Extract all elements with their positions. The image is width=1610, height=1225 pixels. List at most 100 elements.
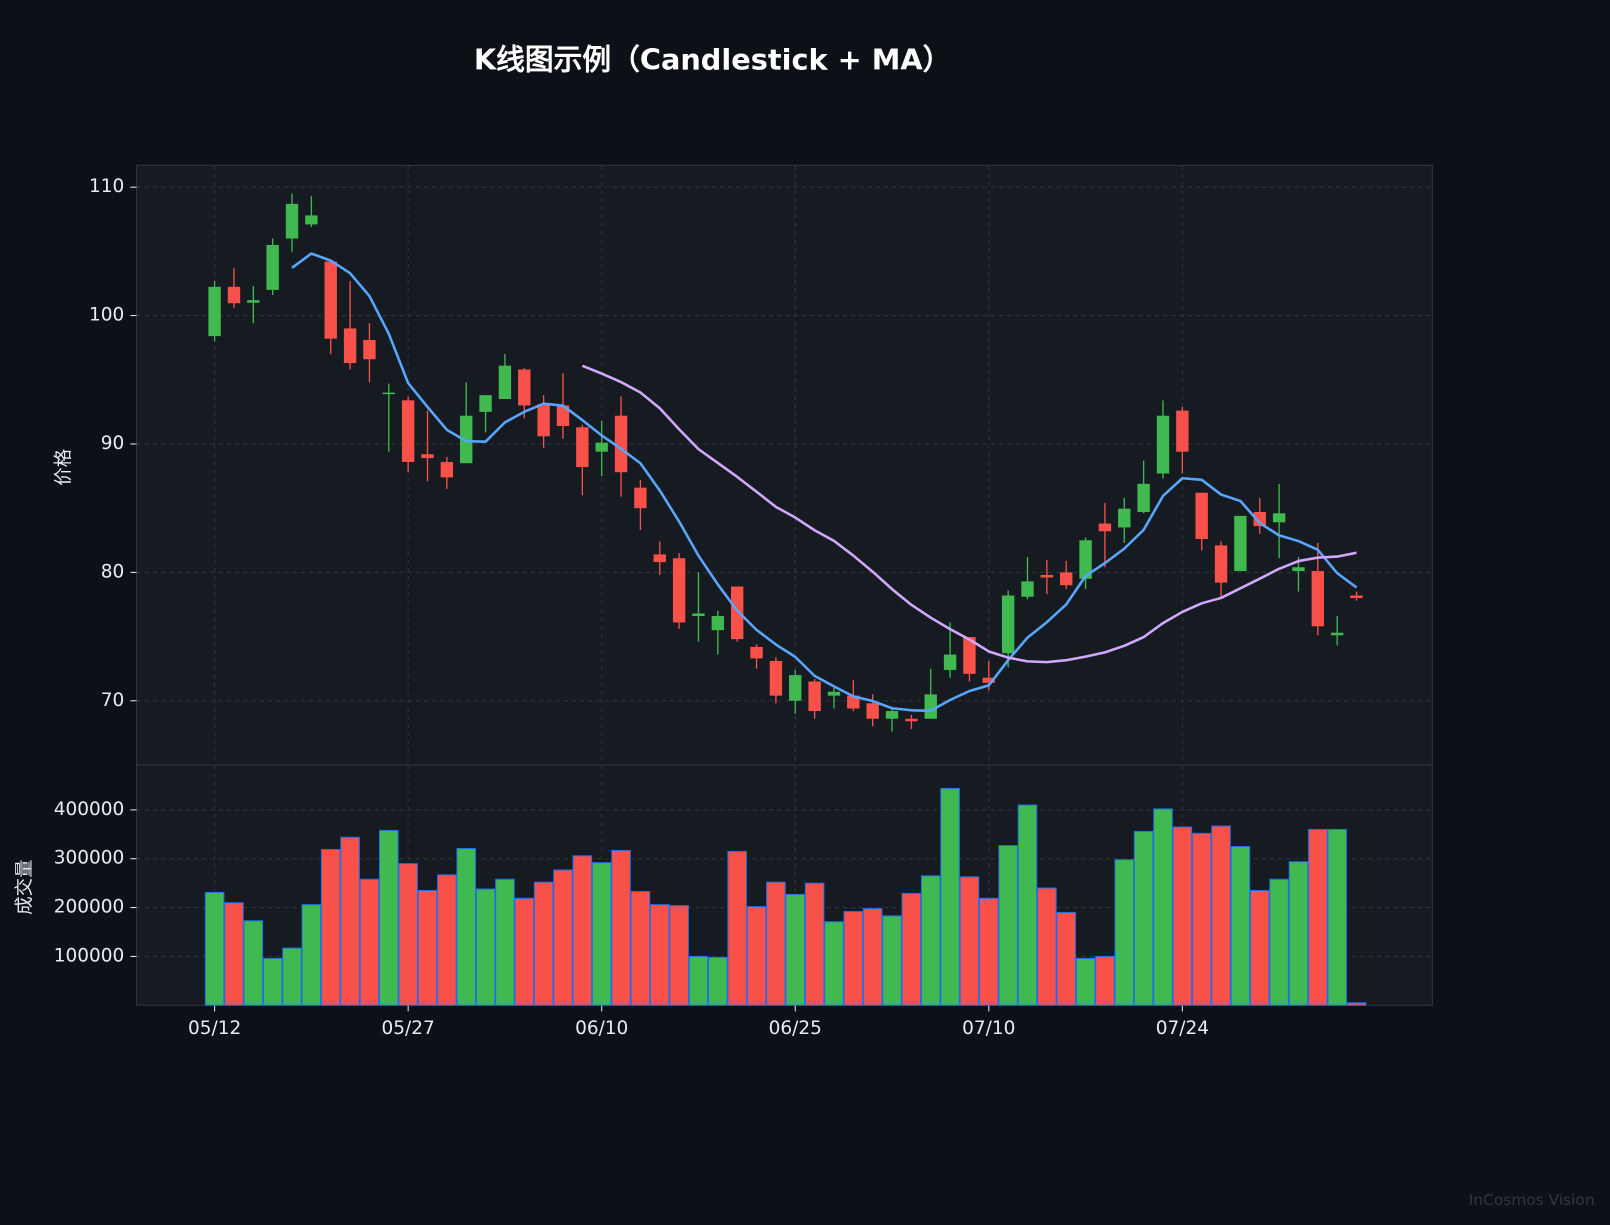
volume-bar	[282, 947, 302, 1006]
candle-body	[847, 695, 860, 709]
volume-bar	[1153, 808, 1173, 1006]
candle-body	[1079, 540, 1092, 579]
x-tick-label: 07/10	[962, 1018, 1015, 1039]
candle-body	[750, 646, 763, 659]
volume-bar	[359, 878, 380, 1006]
candle-body	[305, 215, 318, 225]
candle-body	[1195, 492, 1208, 539]
candle-body	[963, 637, 976, 674]
candle-body	[808, 681, 821, 712]
volume-bar	[456, 847, 477, 1006]
volume-bar	[262, 957, 283, 1006]
volume-bar	[746, 906, 767, 1006]
candle-body	[460, 415, 473, 464]
volume-bar	[301, 904, 322, 1006]
candle-body	[614, 415, 628, 473]
volume-bar	[1346, 1002, 1367, 1006]
candle-body	[653, 554, 666, 563]
y-tick-label: 100000	[54, 945, 125, 966]
volume-bar	[1075, 957, 1096, 1006]
candle-body	[1060, 572, 1073, 586]
volume-bar	[1172, 826, 1193, 1006]
volume-bar	[1308, 828, 1328, 1006]
volume-bar	[824, 921, 844, 1006]
volume-bar	[1288, 861, 1309, 1006]
volume-bar	[843, 910, 864, 1006]
candle-body	[1214, 545, 1228, 583]
candle-body	[1176, 410, 1189, 452]
candle-body	[556, 405, 570, 426]
watermark: InCosmos Vision	[1469, 1191, 1595, 1209]
y-axis-label: 价格	[54, 448, 75, 485]
x-tick-label: 06/25	[769, 1018, 822, 1039]
volume-bar	[1191, 832, 1212, 1006]
volume-bar	[669, 905, 689, 1006]
volume-bar	[882, 915, 902, 1006]
y-tick-label: 110	[89, 176, 124, 197]
y-tick-label: 90	[101, 433, 125, 454]
volume-bar	[591, 862, 612, 1006]
volume-bar	[1230, 846, 1251, 1006]
candle-body	[1253, 512, 1266, 527]
price-panel	[136, 164, 1433, 766]
volume-bar	[804, 882, 825, 1006]
x-tick-label: 05/12	[188, 1018, 241, 1039]
candle-body	[1137, 483, 1150, 513]
candle-body	[518, 369, 531, 406]
y-tick-label: 400000	[54, 799, 125, 820]
ma-line	[581, 364, 1357, 664]
y-tick-label: 200000	[54, 897, 125, 918]
x-tick-label: 07/24	[1156, 1018, 1209, 1039]
candle-body	[1350, 595, 1363, 599]
volume-bar	[1114, 859, 1135, 1006]
volume-bar	[1056, 911, 1077, 1006]
volume-bar	[766, 881, 786, 1006]
candle-body	[672, 558, 686, 623]
volume-bar	[1211, 825, 1231, 1006]
volume-bar	[708, 956, 728, 1006]
volume-bar	[514, 897, 535, 1006]
volume-bar	[495, 878, 515, 1006]
candle-body	[1156, 415, 1170, 474]
volume-bar	[785, 893, 806, 1006]
volume-axis-label: 成交量	[15, 859, 36, 914]
candle-body	[595, 442, 608, 452]
volume-bar	[940, 787, 960, 1006]
volume-bar	[320, 848, 341, 1006]
candle-body	[479, 395, 492, 412]
volume-bar	[1249, 889, 1270, 1006]
candle-body	[227, 286, 241, 304]
candle-body	[247, 300, 260, 303]
candle-body	[421, 454, 434, 459]
volume-bar	[630, 890, 651, 1006]
candle-body	[382, 392, 395, 395]
candle-body	[711, 616, 725, 631]
volume-bar	[1269, 878, 1289, 1006]
volume-bar	[959, 876, 980, 1006]
volume-bar	[978, 897, 999, 1006]
volume-bar	[224, 902, 244, 1006]
volume-bar	[243, 920, 264, 1006]
candle-body	[924, 694, 937, 719]
candle-body	[363, 339, 376, 360]
volume-bar	[1133, 830, 1154, 1006]
candle-body	[498, 365, 512, 400]
candle-body	[1330, 632, 1344, 636]
volume-bar	[533, 881, 554, 1006]
volume-bar	[572, 855, 593, 1006]
candle-body	[905, 718, 918, 722]
candle-body	[1292, 567, 1305, 572]
chart-title: K线图示例（Candlestick + MA）	[474, 43, 952, 77]
candle-body	[866, 703, 879, 719]
candle-body	[1098, 523, 1112, 532]
candle-body	[266, 244, 279, 290]
volume-bar	[204, 891, 225, 1006]
y-tick-label: 100	[89, 305, 124, 326]
candle-body	[827, 691, 841, 696]
volume-bar	[901, 892, 922, 1006]
volume-bar	[340, 836, 360, 1006]
candle-body	[440, 461, 454, 478]
volume-bar	[1327, 828, 1347, 1006]
